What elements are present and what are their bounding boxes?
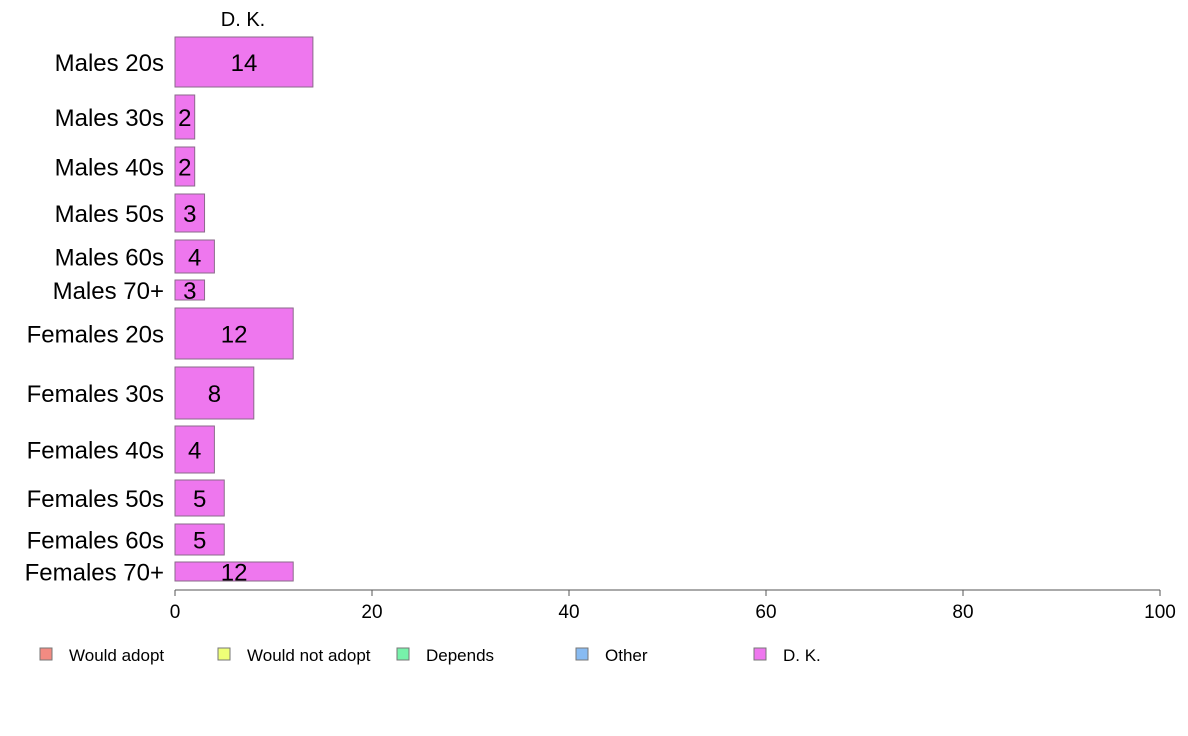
series-title: D. K. <box>221 9 265 31</box>
legend-swatch <box>217 647 231 661</box>
legend-swatch <box>753 647 767 661</box>
x-tick-label: 80 <box>952 602 973 623</box>
bar-value-label: 4 <box>188 438 201 465</box>
category-label: Males 50s <box>55 201 164 228</box>
x-tick-label: 0 <box>170 602 181 623</box>
bar-value-label: 12 <box>221 322 248 349</box>
category-label: Males 40s <box>55 155 164 182</box>
bar <box>174 36 314 88</box>
category-label: Females 50s <box>27 486 164 513</box>
bar-value-label: 2 <box>178 155 191 182</box>
category-label: Males 30s <box>55 105 164 132</box>
bar-value-label: 14 <box>231 50 258 77</box>
bars: Males 20s 14 Males 30s 2 Males 40s 2 Males 50s… <box>25 36 314 587</box>
legend-swatch <box>575 647 589 661</box>
bar <box>174 94 196 140</box>
legend-label: Other <box>605 646 648 665</box>
legend-label: Would not adopt <box>247 646 371 665</box>
category-label: Females 20s <box>27 322 164 349</box>
bar-value-label: 2 <box>178 105 191 132</box>
legend-label: Would adopt <box>69 646 164 665</box>
bar <box>174 561 294 582</box>
legend-swatch <box>39 647 53 661</box>
bar <box>174 425 215 474</box>
bar <box>174 279 206 301</box>
x-tick-label: 100 <box>1144 602 1176 623</box>
x-tick-label: 20 <box>361 602 382 623</box>
bar-value-label: 3 <box>183 201 196 228</box>
legend: Would adopt Would not adopt Depends Other D.… <box>39 646 821 665</box>
bar <box>174 146 196 187</box>
bar-value-label: 5 <box>193 528 206 555</box>
bar <box>174 366 255 420</box>
category-label: Males 70+ <box>53 278 164 305</box>
bar <box>174 239 215 274</box>
bar-value-label: 3 <box>183 278 196 305</box>
legend-label: Depends <box>426 646 494 665</box>
x-tick-label: 60 <box>755 602 776 623</box>
x-tick-label: 40 <box>558 602 579 623</box>
category-label: Females 70+ <box>25 560 164 587</box>
category-label: Females 40s <box>27 438 164 465</box>
legend-swatch <box>396 647 410 661</box>
bar-value-label: 8 <box>208 381 221 408</box>
category-label: Males 60s <box>55 245 164 272</box>
category-label: Males 20s <box>55 50 164 77</box>
bar <box>174 523 225 556</box>
bar <box>174 307 294 360</box>
bar-value-label: 12 <box>221 560 248 587</box>
bar-value-label: 4 <box>188 245 201 272</box>
bar <box>174 479 225 517</box>
category-label: Females 30s <box>27 381 164 408</box>
legend-label: D. K. <box>783 646 821 665</box>
x-axis: 0 20 40 60 80 100 <box>170 589 1176 623</box>
bar <box>174 193 206 233</box>
bar-value-label: 5 <box>193 486 206 513</box>
category-label: Females 60s <box>27 528 164 555</box>
